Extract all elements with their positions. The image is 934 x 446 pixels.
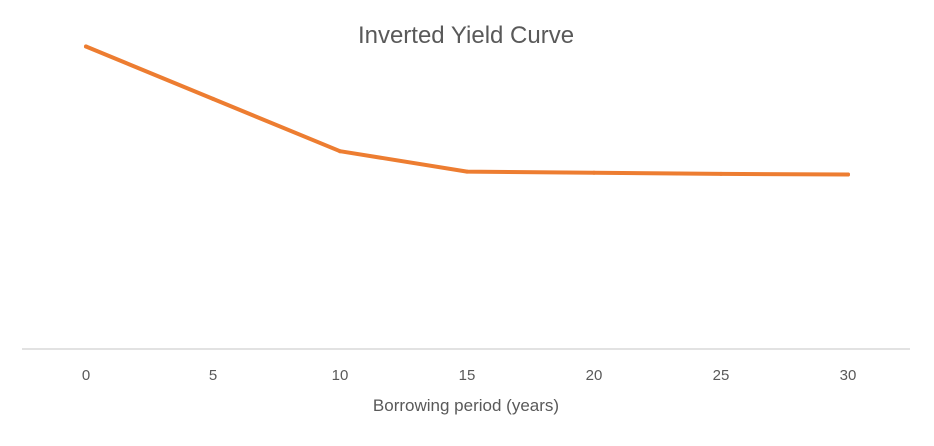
x-tick-labels: 0 5 10 15 20 25 30 bbox=[82, 367, 857, 384]
x-axis-title: Borrowing period (years) bbox=[373, 396, 559, 415]
data-point bbox=[719, 171, 723, 176]
x-tick-label: 10 bbox=[332, 367, 349, 384]
data-point bbox=[592, 170, 596, 175]
data-point bbox=[846, 172, 850, 177]
x-tick-label: 5 bbox=[209, 367, 217, 384]
data-point bbox=[211, 96, 215, 101]
chart-title: Inverted Yield Curve bbox=[358, 22, 574, 49]
series-line bbox=[84, 44, 850, 177]
x-tick-label: 25 bbox=[713, 367, 730, 384]
x-tick-label: 0 bbox=[82, 367, 90, 384]
data-point bbox=[465, 169, 469, 174]
data-point bbox=[338, 149, 342, 154]
x-tick-label: 30 bbox=[840, 367, 857, 384]
data-point bbox=[84, 44, 88, 49]
x-tick-label: 20 bbox=[586, 367, 603, 384]
x-tick-label: 15 bbox=[459, 367, 476, 384]
